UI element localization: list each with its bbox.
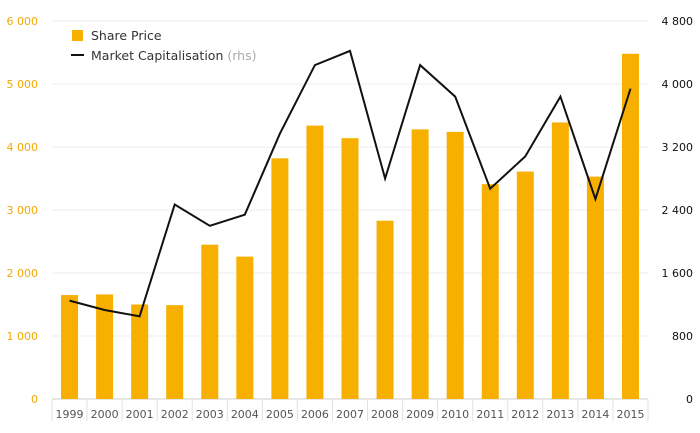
legend-market-cap-label: Market Capitalisation (rhs) [91,48,256,63]
x-tick-label: 2013 [546,408,574,421]
market-cap-line-group [69,49,632,318]
share-price-bar [236,256,254,399]
x-axis: 1999 2000 2001 2002 2003 2004 2005 2006 2007 2008… [56,408,645,421]
share-price-bar [411,129,429,400]
legend-share-price-label: Share Price [91,28,162,43]
left-tick-label: 2 000 [7,267,39,280]
right-tick-label: 4 000 [662,78,694,91]
left-tick-label: 0 [31,393,38,406]
left-tick-label: 3 000 [7,204,39,217]
x-tick-label: 2001 [126,408,154,421]
legend-market-cap-name: Market Capitalisation [91,48,223,63]
share-price-bar [586,176,604,399]
x-tick-label: 2003 [196,408,224,421]
share-price-bar [201,244,219,399]
right-tick-label: 0 [686,393,693,406]
x-tick-label: 2008 [371,408,399,421]
share-price-bar [621,53,639,399]
x-tick-label: 2004 [231,408,259,421]
x-tick-label: 1999 [56,408,84,421]
right-tick-label: 800 [672,330,693,343]
left-tick-label: 4 000 [7,141,39,154]
x-tick-label: 2007 [336,408,364,421]
x-tick-label: 2015 [616,408,644,421]
x-tick-label: 2006 [301,408,329,421]
legend-share-price-swatch [72,30,83,41]
share-price-bar [306,125,324,399]
share-price-bar [271,158,289,399]
share-price-bar [481,184,499,399]
share-price-bar [446,131,464,399]
left-tick-label: 1 000 [7,330,39,343]
x-tick-label: 2002 [161,408,189,421]
right-tick-label: 4 800 [662,15,694,28]
left-tick-label: 6 000 [7,15,39,28]
x-tick-label: 2009 [406,408,434,421]
share-price-bar [516,171,534,399]
share-price-bar [341,138,359,399]
right-tick-label: 3 200 [662,141,694,154]
share-price-bar [131,304,149,399]
share-price-bar [61,295,79,399]
right-tick-label: 1 600 [662,267,694,280]
x-tick-label: 2010 [441,408,469,421]
share-price-bars [61,53,639,400]
legend: Share Price Market Capitalisation (rhs) [71,28,256,63]
x-tick-label: 2005 [266,408,294,421]
right-tick-label: 2 400 [662,204,694,217]
share-price-bar [166,305,184,399]
x-tick-label: 2000 [91,408,119,421]
x-tick-label: 2011 [476,408,504,421]
left-tick-label: 5 000 [7,78,39,91]
legend-market-cap-note: (rhs) [227,48,256,63]
left-y-axis: 0 1 000 2 000 3 000 4 000 5 000 6 000 [7,15,39,406]
share-price-bar [96,294,114,399]
right-y-axis: 0 800 1 600 2 400 3 200 4 000 4 800 [662,15,694,406]
x-tick-label: 2014 [581,408,609,421]
market-cap-line [69,49,632,318]
share-price-bar [551,122,569,400]
share-price-bar [376,220,394,399]
x-tick-label: 2012 [511,408,539,421]
